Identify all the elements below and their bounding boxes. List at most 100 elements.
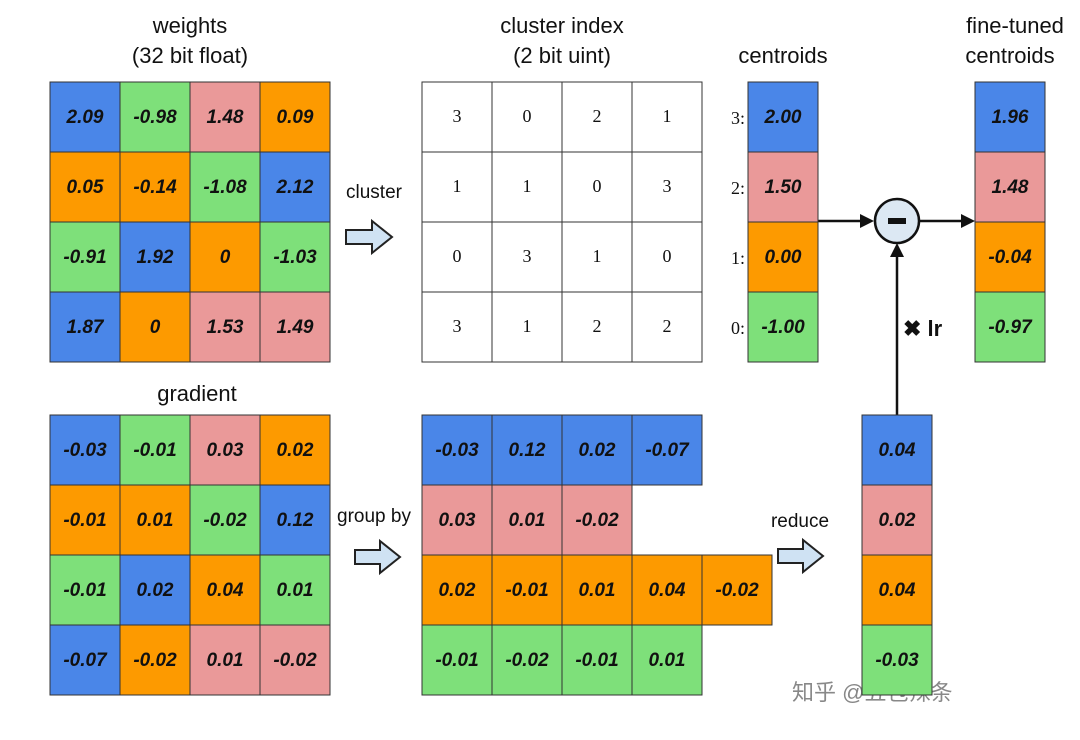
block-arrow [777, 537, 825, 575]
gradient-value: -0.01 [63, 510, 106, 531]
reduced-cell [861, 414, 933, 486]
grouped-cell [561, 554, 633, 626]
grouped-cell [631, 624, 703, 696]
cluster-index-value: 3 [453, 316, 462, 336]
cluster-index-cell [561, 291, 633, 363]
grouped-value: -0.02 [505, 650, 549, 671]
weights-subtitle: (32 bit float) [132, 43, 248, 68]
grouped-value: -0.02 [715, 580, 759, 601]
cluster-index-value: 1 [523, 316, 532, 336]
grouped-value: 0.02 [439, 580, 476, 601]
cluster-label: cluster [346, 182, 403, 203]
grouped-cell [561, 484, 633, 556]
cluster-index-cell [631, 291, 703, 363]
grouped-cell [421, 624, 493, 696]
weight-value: 2.12 [276, 177, 314, 198]
cluster-index-value: 0 [593, 176, 602, 196]
weight-cell [49, 151, 121, 223]
gradient-cell [49, 624, 121, 696]
cluster-index-cell [491, 81, 563, 153]
grouped-value: 0.12 [509, 440, 546, 461]
fine-tuned-value: -0.04 [988, 247, 1032, 268]
gradient-title: gradient [157, 381, 237, 406]
grouped-cell [631, 414, 703, 486]
grouped-value: 0.04 [649, 580, 686, 601]
fine-tuned-value: -0.97 [988, 317, 1033, 338]
grouped-value: -0.03 [435, 440, 479, 461]
gradient-cell [49, 484, 121, 556]
grouped-value: 0.01 [509, 510, 546, 531]
cluster-index-subtitle: (2 bit uint) [513, 43, 611, 68]
grouped-cell [561, 624, 633, 696]
grouped-value: -0.07 [645, 440, 690, 461]
fine-tuned-cell [974, 221, 1046, 293]
reduced-value: 0.04 [879, 580, 916, 601]
gradient-cell [119, 554, 191, 626]
gradient-value: 0.02 [137, 580, 174, 601]
lr-label: ✖ lr [903, 316, 943, 341]
cluster-index-value: 0 [523, 106, 532, 126]
gradient-value: 0.01 [207, 650, 244, 671]
gradient-value: -0.01 [133, 440, 176, 461]
weight-value: -1.03 [273, 247, 317, 268]
weight-value: 0.09 [277, 107, 314, 128]
block-arrow [354, 538, 402, 576]
fine-tuned-cell [974, 291, 1046, 363]
grouped-cell [421, 414, 493, 486]
cluster-index-cell [421, 221, 493, 293]
cells: 2.09 3 -0.03 -0.98 0 -0.01 1.48 2 0.03 0.09 1 0.02 0… [49, 81, 1046, 696]
arrow-head [860, 214, 874, 228]
gradient-cell [189, 414, 261, 486]
cluster-index-cell [421, 81, 493, 153]
weights-title: weights [152, 13, 228, 38]
weight-cell [259, 291, 331, 363]
grouped-value: 0.03 [439, 510, 476, 531]
gradient-value: -0.02 [273, 650, 317, 671]
gradient-cell [119, 414, 191, 486]
weight-value: 1.48 [207, 107, 244, 128]
arrow-head [961, 214, 975, 228]
centroids-title: centroids [738, 43, 827, 68]
reduced-value: 0.04 [879, 440, 916, 461]
grouped-cell [491, 414, 563, 486]
cluster-index-cell [561, 221, 633, 293]
gradient-value: 0.04 [207, 580, 244, 601]
gradient-value: 0.01 [137, 510, 174, 531]
centroid-cell [747, 221, 819, 293]
weight-value: -0.14 [133, 177, 177, 198]
gradient-cell [119, 484, 191, 556]
gradient-cell [259, 624, 331, 696]
cluster-index-value: 2 [663, 316, 672, 336]
reduced-cell [861, 624, 933, 696]
weight-cell [49, 291, 121, 363]
weight-cell [189, 151, 261, 223]
weight-value: 1.53 [207, 317, 244, 338]
gradient-value: -0.07 [63, 650, 108, 671]
reduce-label: reduce [771, 511, 829, 532]
weight-cell [189, 221, 261, 293]
weight-value: 1.87 [67, 317, 105, 338]
centroid-label: 3: [731, 108, 745, 128]
centroid-value: 1.50 [765, 177, 802, 198]
weight-value: 1.92 [137, 247, 174, 268]
weight-value: 0 [220, 247, 231, 268]
grouped-value: 0.02 [579, 440, 616, 461]
grouped-value: 0.01 [649, 650, 686, 671]
centroid-cell [747, 81, 819, 153]
weight-cell [119, 151, 191, 223]
cluster-index-value: 1 [523, 176, 532, 196]
gradient-value: 0.02 [277, 440, 314, 461]
cluster-index-cell [421, 151, 493, 223]
cluster-index-title: cluster index [500, 13, 624, 38]
minus-glyph [888, 218, 906, 224]
grouped-cell [491, 624, 563, 696]
cluster-index-value: 3 [453, 106, 462, 126]
cluster-index-cell [421, 291, 493, 363]
cluster-index-value: 2 [593, 106, 602, 126]
grouped-value: -0.01 [435, 650, 478, 671]
grouped-value: -0.01 [505, 580, 548, 601]
block-arrow [345, 218, 394, 256]
cluster-index-value: 3 [523, 246, 532, 266]
